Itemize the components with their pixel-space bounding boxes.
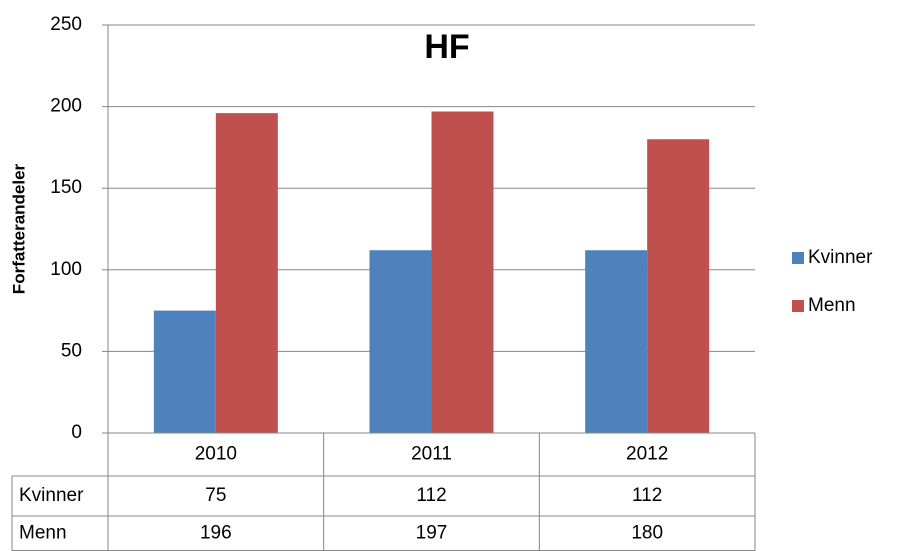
x-tick-label: 2012	[626, 444, 668, 465]
table-cell: 180	[631, 523, 663, 544]
table-row-label: Menn	[19, 523, 67, 544]
legend-label: Kvinner	[808, 247, 873, 268]
x-tick-label: 2011	[411, 444, 452, 465]
bar	[153, 310, 216, 433]
table-cell: 196	[200, 523, 232, 544]
bar	[369, 250, 432, 433]
bar	[431, 111, 494, 433]
legend-label: Menn	[808, 295, 856, 316]
bar	[215, 113, 278, 434]
x-tick-label: 2010	[195, 444, 237, 465]
legend-swatch	[792, 252, 804, 264]
y-tick-label: 50	[61, 340, 82, 361]
table-cell: 197	[416, 523, 448, 544]
table-cell: 75	[205, 485, 226, 506]
table-cell: 112	[632, 485, 662, 506]
bar	[585, 250, 648, 433]
table-row-label: Kvinner	[19, 485, 84, 506]
y-tick-label: 250	[50, 14, 82, 35]
y-tick-label: 150	[50, 177, 82, 198]
y-tick-label: 200	[50, 96, 82, 117]
bar	[647, 139, 710, 434]
legend-swatch	[792, 300, 804, 312]
y-tick-label: 100	[50, 259, 82, 280]
chart-title: HF	[424, 28, 469, 66]
y-axis-label: Forfatterandeler	[9, 163, 28, 294]
y-tick-label: 0	[71, 422, 82, 443]
table-cell: 112	[416, 485, 446, 506]
